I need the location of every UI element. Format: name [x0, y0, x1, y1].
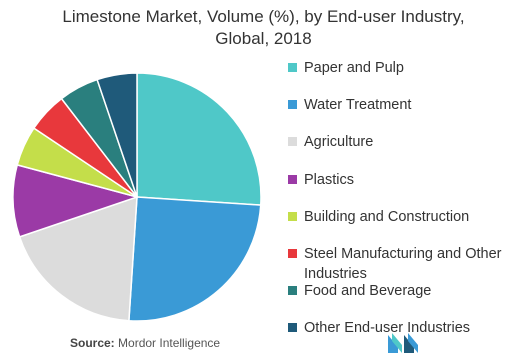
chart-title: Limestone Market, Volume (%), by End-use…: [0, 6, 527, 50]
legend-swatch: [288, 137, 297, 146]
pie-slice-agriculture: [18, 195, 138, 322]
legend-label: Food and Beverage: [304, 283, 432, 299]
pie-slice-other-end-user-industries: [96, 72, 138, 198]
legend-swatch: [288, 63, 297, 72]
legend-label: Other End-user Industries: [304, 320, 471, 336]
legend-swatch: [288, 286, 297, 295]
pie-chart: [12, 72, 262, 322]
pie-slice-water-treatment: [128, 196, 262, 322]
legend-label: Agriculture: [304, 134, 374, 150]
legend-label: Steel Manufacturing and Other Industries: [304, 246, 502, 282]
pie-slice-paper-and-pulp: [136, 72, 262, 206]
legend-swatch: [288, 100, 297, 109]
legend-swatch: [288, 212, 297, 221]
legend-label: Paper and Pulp: [304, 60, 404, 76]
legend-label: Plastics: [304, 172, 354, 188]
source-text: Mordor Intelligence: [118, 336, 221, 350]
legend-swatch: [288, 175, 297, 184]
legend-label: Building and Construction: [304, 209, 470, 225]
chart-title-line-2: Global, 2018: [215, 29, 312, 48]
source-note: Source: Mordor Intelligence: [70, 336, 220, 350]
legend-swatch: [288, 249, 297, 258]
legend-label: Water Treatment: [304, 97, 412, 113]
mordor-intelligence-logo-icon: [388, 333, 418, 353]
chart-title-line-1: Limestone Market, Volume (%), by End-use…: [62, 7, 465, 26]
legend-swatch: [288, 323, 297, 332]
source-label: Source:: [70, 336, 115, 350]
